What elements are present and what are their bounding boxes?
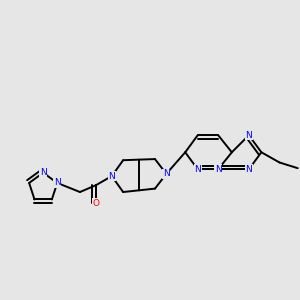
Text: N: N (40, 168, 46, 177)
Text: N: N (245, 131, 252, 140)
Text: N: N (215, 165, 222, 174)
Text: N: N (163, 169, 170, 178)
Text: N: N (108, 172, 115, 181)
Text: O: O (92, 199, 99, 208)
Text: N: N (245, 165, 252, 174)
Text: N: N (54, 178, 61, 188)
Text: N: N (194, 165, 201, 174)
